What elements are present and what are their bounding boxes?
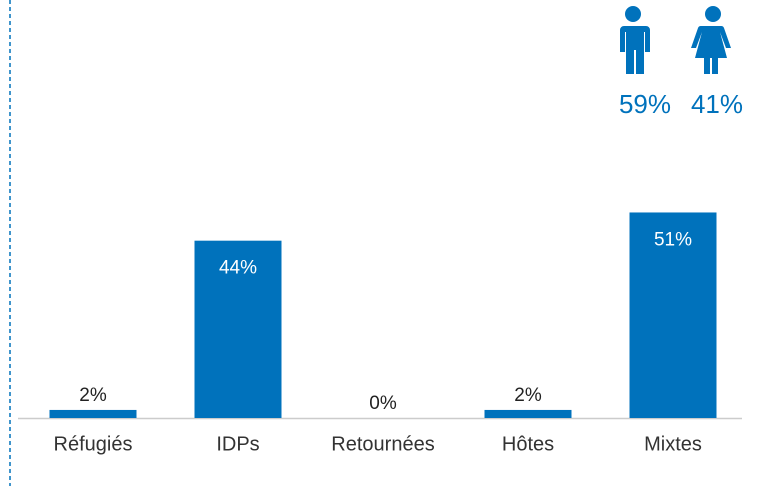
male-share: 59% [619, 89, 671, 119]
x-tick-label: Mixtes [644, 433, 702, 455]
x-tick-label: Hôtes [502, 433, 554, 455]
value-label: 0% [369, 393, 397, 414]
value-label: 51% [654, 229, 692, 250]
bar [629, 212, 717, 418]
male-icon [620, 6, 650, 74]
x-tick-label: Réfugiés [54, 433, 133, 455]
female-icon [691, 6, 731, 74]
bar [484, 409, 572, 418]
value-label: 2% [514, 385, 542, 406]
x-tick-label: IDPs [216, 433, 259, 455]
bar [194, 240, 282, 418]
value-label: 2% [79, 385, 107, 406]
x-tick-label: Retournées [331, 433, 434, 455]
bar [49, 409, 137, 418]
female-share: 41% [691, 89, 743, 119]
value-label: 44% [219, 258, 257, 279]
